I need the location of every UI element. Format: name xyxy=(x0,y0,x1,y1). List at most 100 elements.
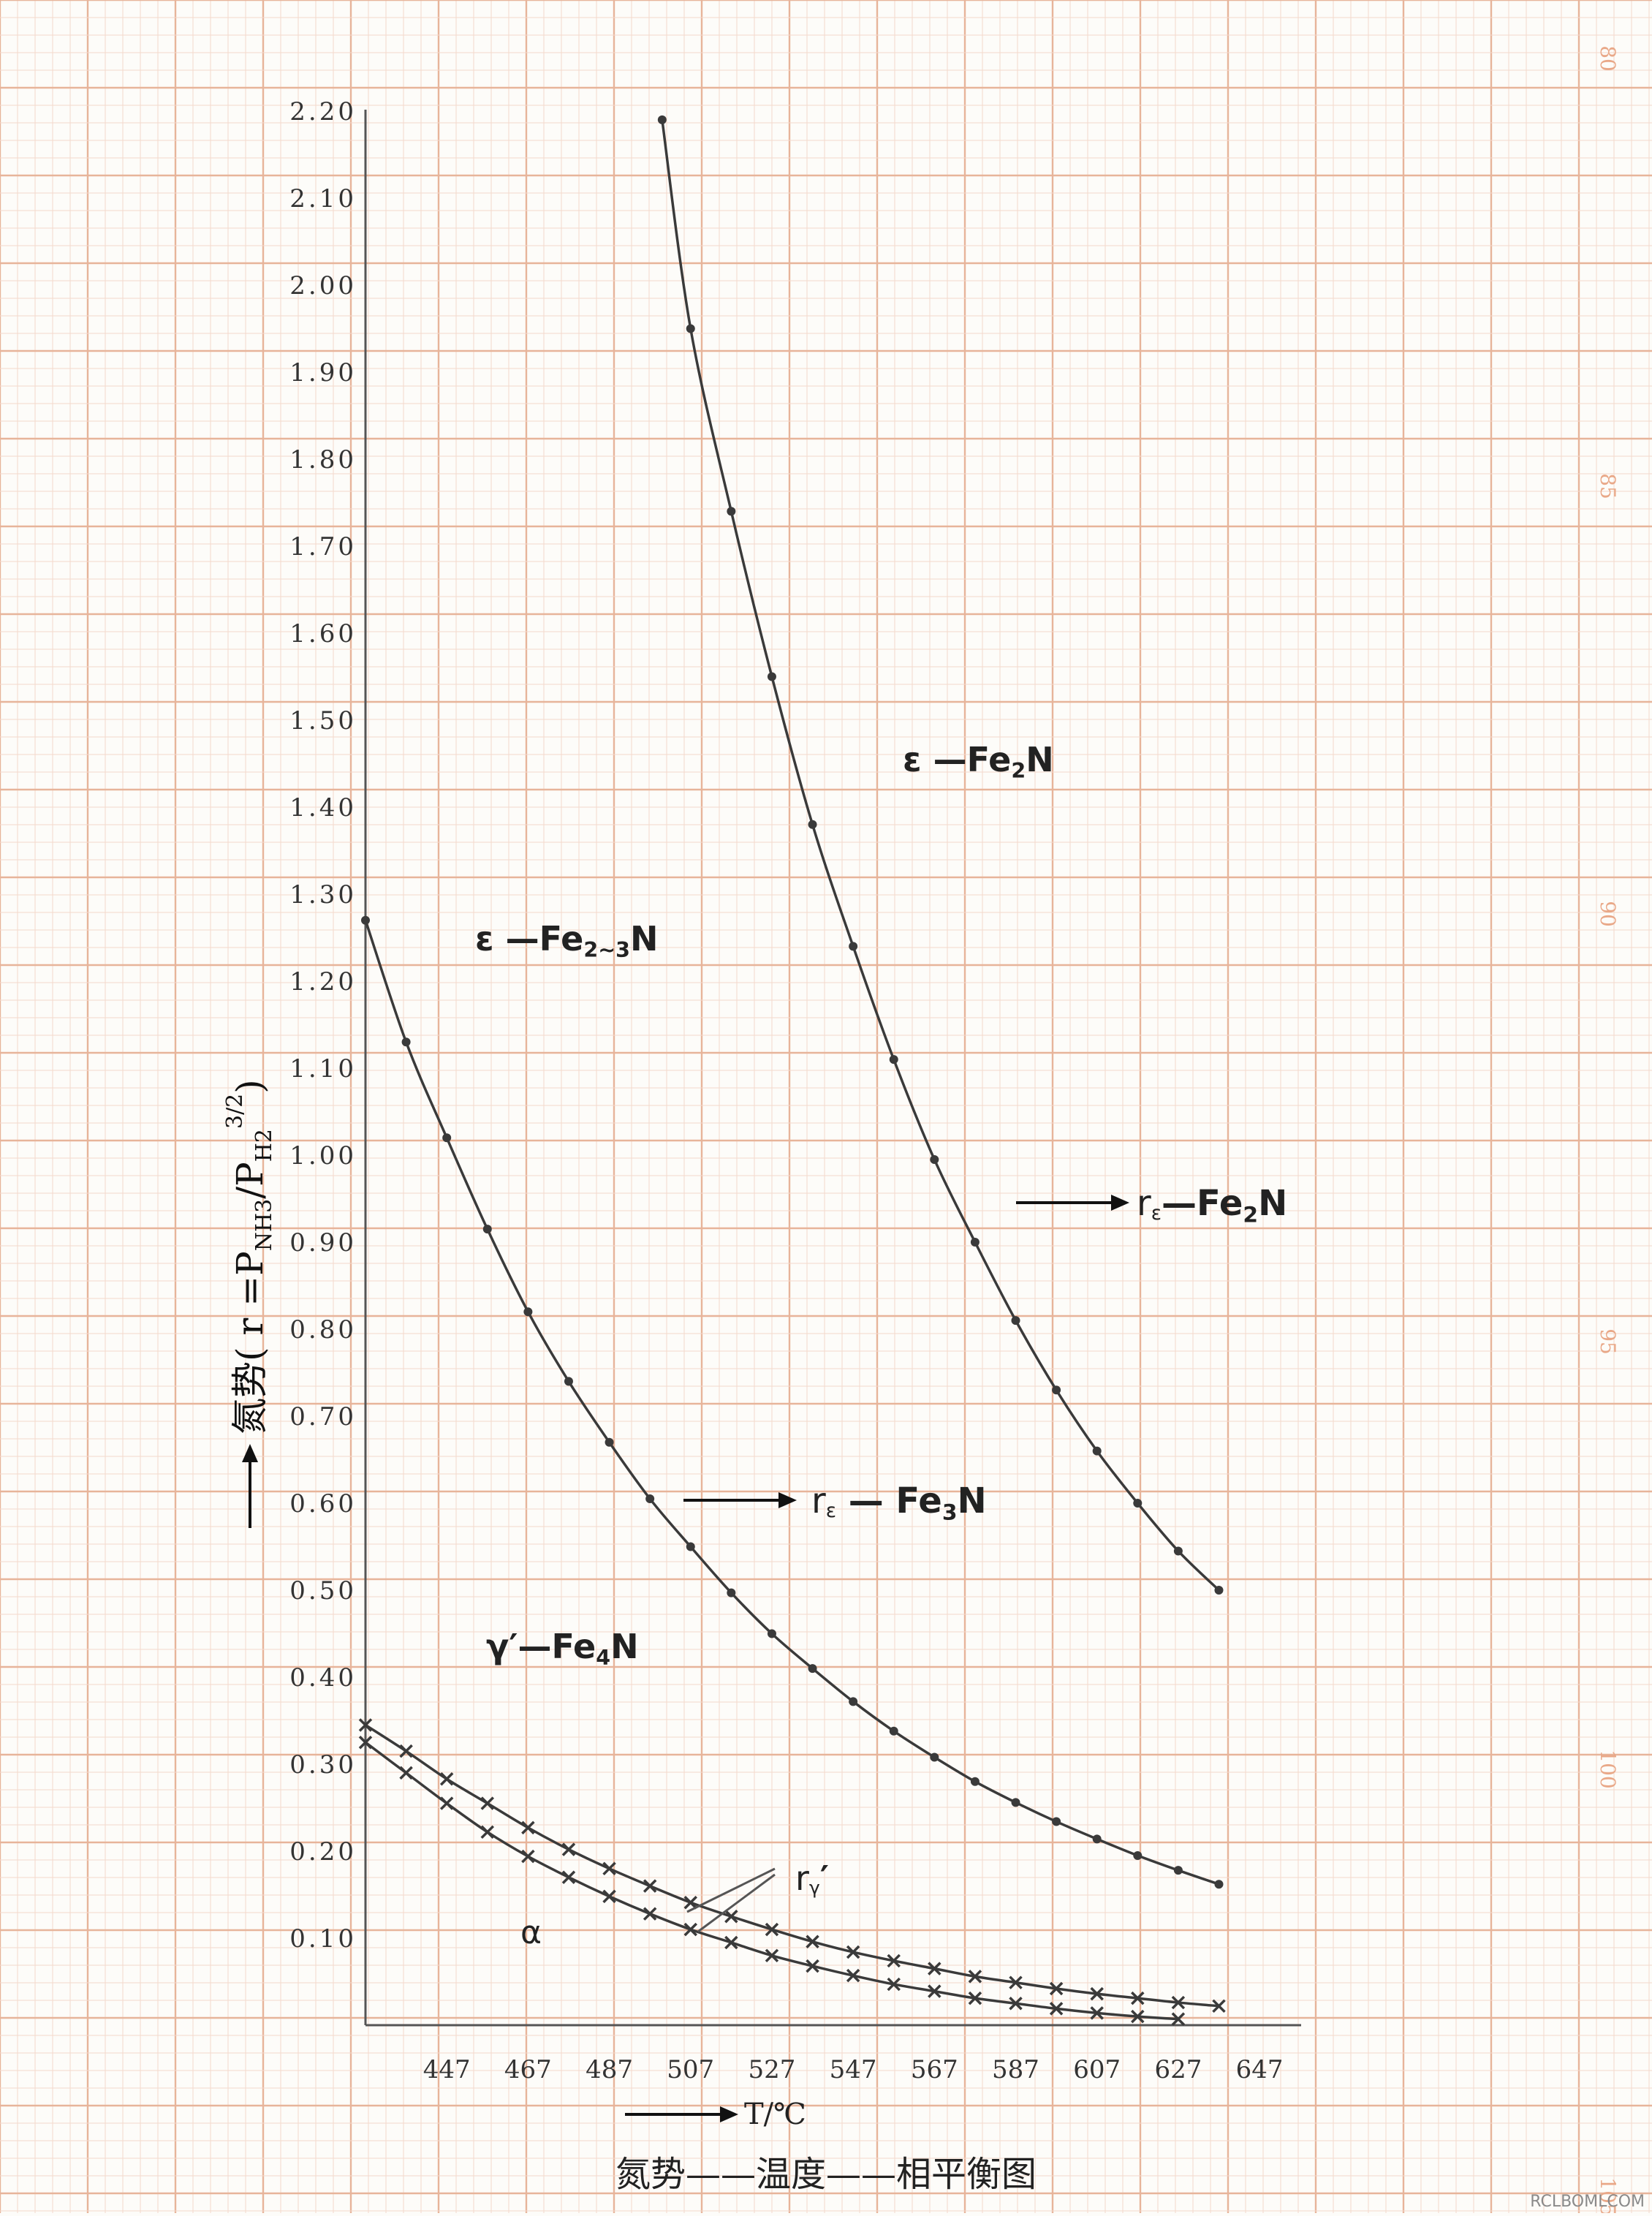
data-point xyxy=(1173,1546,1183,1556)
data-point xyxy=(439,1796,454,1810)
data-point xyxy=(928,1984,941,1998)
y-axis-label-group: 氮势( r =PNH3/PH23/2) xyxy=(222,1079,277,1528)
data-point xyxy=(521,1849,535,1864)
data-point xyxy=(1009,1997,1023,2011)
data-point xyxy=(645,1494,655,1504)
x-tick-label: 587 xyxy=(992,2055,1039,2084)
data-point xyxy=(1212,1999,1226,2013)
data-point xyxy=(521,1820,535,1835)
data-point xyxy=(602,1889,616,1904)
data-point xyxy=(358,1718,373,1732)
y-tick-label: 1.50 xyxy=(289,706,357,735)
y-axis-label: 氮势( r =PNH3/PH23/2) xyxy=(222,1079,277,1434)
data-point xyxy=(686,324,695,333)
chart-title: 氮势——温度——相平衡图 xyxy=(615,2154,1037,2195)
data-point xyxy=(1009,1975,1023,1989)
data-point xyxy=(564,1377,573,1386)
x-tick-label: 527 xyxy=(748,2055,795,2084)
data-point xyxy=(683,1895,697,1910)
series-line-2 xyxy=(365,1723,1219,2008)
y-tick-label: 1.20 xyxy=(289,967,357,997)
x-tick-labels: 447 467 487 507 527 547 567 587 607 627 647 xyxy=(423,2055,1284,2084)
data-point xyxy=(806,1959,819,1973)
x-tick-label: 487 xyxy=(586,2055,633,2084)
series-layer xyxy=(358,115,1226,2026)
y-tick-label: 1.60 xyxy=(289,619,357,648)
y-tick-label: 0.10 xyxy=(289,1924,357,1954)
data-point xyxy=(442,1133,452,1143)
data-point xyxy=(846,1945,860,1959)
data-point xyxy=(887,1954,901,1968)
data-point xyxy=(1092,1446,1102,1456)
annotations: ε —Fe2N ε —Fe2~3N γ′—Fe4N α rε—Fe2N rε — Fe3N… xyxy=(475,740,1287,1951)
data-point xyxy=(401,1037,411,1047)
data-point xyxy=(968,1991,982,2005)
data-point xyxy=(561,1870,576,1884)
data-point xyxy=(767,1629,776,1638)
x-tick-label: 447 xyxy=(423,2055,471,2084)
axes xyxy=(364,110,1301,2027)
x-tick-label: 607 xyxy=(1073,2055,1121,2084)
y-tick-label: 1.10 xyxy=(289,1054,357,1084)
data-point xyxy=(968,1970,982,1984)
data-point xyxy=(849,942,858,951)
data-point xyxy=(970,1238,980,1247)
x-tick-label: 567 xyxy=(911,2055,958,2084)
data-point xyxy=(808,820,817,829)
data-point xyxy=(1092,1834,1102,1844)
ylabel-arrow-head xyxy=(242,1444,258,1462)
curve-label-fe3n: rε — Fe3N xyxy=(811,1481,987,1526)
paper-margin-scale: 80 85 90 95 100 105 xyxy=(1596,45,1620,2216)
y-tick-label: 1.00 xyxy=(289,1141,357,1171)
data-point xyxy=(1133,1499,1143,1508)
y-tick-label: 1.90 xyxy=(289,358,357,387)
data-point xyxy=(439,1771,454,1786)
data-point xyxy=(1052,1385,1061,1395)
data-point xyxy=(480,1796,495,1810)
region-label-fe2n: ε —Fe2N xyxy=(903,740,1054,783)
y-tick-label: 0.20 xyxy=(289,1837,357,1867)
data-point xyxy=(643,1879,657,1893)
y-tick-label: 0.50 xyxy=(289,1576,357,1606)
data-point xyxy=(887,1977,901,1992)
data-point xyxy=(1214,1880,1224,1889)
data-point xyxy=(482,1225,492,1234)
data-point xyxy=(1049,2002,1064,2016)
data-point xyxy=(846,1968,860,1983)
data-point xyxy=(1131,2009,1145,2024)
data-point xyxy=(806,1935,819,1948)
y-tick-label: 0.80 xyxy=(289,1315,357,1345)
data-point xyxy=(399,1766,413,1780)
data-point xyxy=(1052,1817,1061,1826)
paper-scale-label: 100 xyxy=(1596,1750,1620,1788)
data-point xyxy=(1090,1986,1104,2001)
data-point xyxy=(1131,1991,1145,2005)
y-tick-label: 1.80 xyxy=(289,445,357,474)
arrow-head-fe2n xyxy=(1111,1195,1129,1211)
data-point xyxy=(1090,2006,1104,2020)
x-tick-label: 507 xyxy=(667,2055,714,2084)
data-point xyxy=(358,1736,373,1750)
x-axis-label: T/℃ xyxy=(744,2098,806,2131)
data-point xyxy=(1171,2012,1186,2026)
data-point xyxy=(808,1664,817,1674)
data-point xyxy=(399,1744,413,1758)
data-point xyxy=(930,1752,939,1762)
paper-scale-label: 85 xyxy=(1596,473,1620,499)
data-point xyxy=(724,1910,738,1924)
x-tick-label: 547 xyxy=(830,2055,877,2084)
data-point xyxy=(361,915,370,925)
paper-scale-label: 90 xyxy=(1596,901,1620,927)
data-point xyxy=(765,1922,779,1937)
data-point xyxy=(1049,1981,1064,1996)
curve-label-gamma: rγ′ xyxy=(795,1858,829,1899)
data-point xyxy=(657,115,667,124)
y-tick-label: 2.10 xyxy=(289,184,357,213)
paper-scale-label: 105 xyxy=(1596,2177,1620,2213)
watermark: RCLBOMLCOM xyxy=(1530,2193,1645,2211)
y-tick-label: 0.90 xyxy=(289,1228,357,1258)
data-point xyxy=(643,1907,657,1921)
